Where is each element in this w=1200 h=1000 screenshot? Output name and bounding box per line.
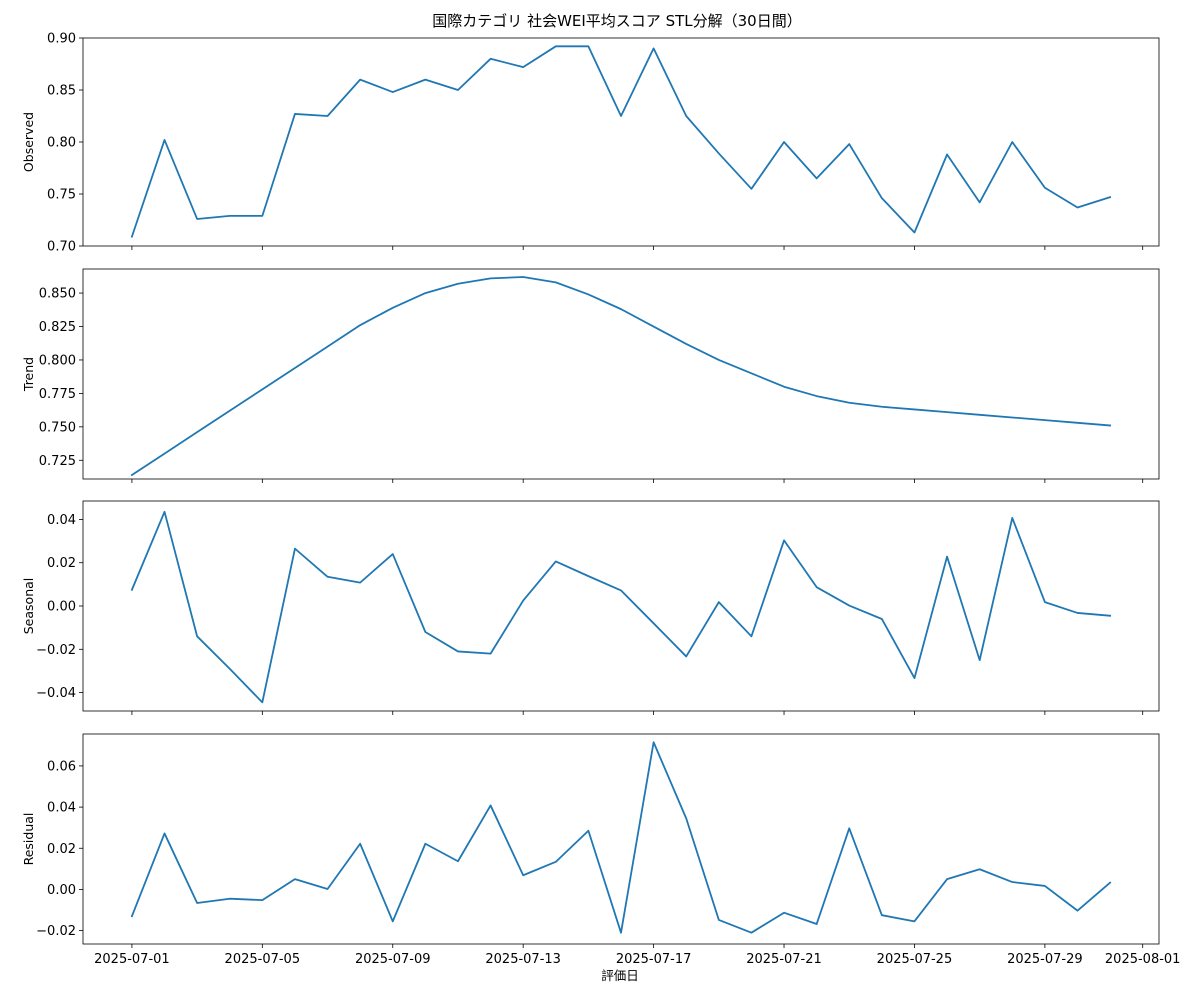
y-tick-label: 0.80 xyxy=(47,136,76,151)
y-axis-label-residual: Residual xyxy=(21,813,36,866)
x-tick-label: 2025-07-05 xyxy=(225,952,301,967)
y-axis-label-seasonal: Seasonal xyxy=(21,578,36,635)
y-tick-label: −0.02 xyxy=(36,643,76,658)
series-line-residual xyxy=(130,741,1112,934)
x-tick-label: 2025-07-29 xyxy=(1007,952,1083,967)
x-tick-label: 2025-07-13 xyxy=(485,952,561,967)
panel-frame xyxy=(82,37,1160,247)
series-line-trend xyxy=(130,276,1112,477)
y-tick-label: 0.06 xyxy=(47,759,76,774)
y-tick-label: 0.750 xyxy=(39,420,76,435)
series-line-observed xyxy=(130,45,1112,238)
y-tick-label: 0.800 xyxy=(39,353,76,368)
y-tick-label: 0.725 xyxy=(39,454,76,469)
x-tick-label: 2025-07-17 xyxy=(616,952,692,967)
panel-trend: 0.725 0.750 0.775 0.800 0.825 0.850 Trend xyxy=(21,268,1160,483)
panel-residual: −0.02 0.00 0.02 0.04 0.06 2025-07-01 2025-07-0… xyxy=(21,733,1181,967)
x-tick-label: 2025-07-01 xyxy=(94,952,170,967)
x-tick-label: 2025-07-09 xyxy=(355,952,431,967)
x-tick-label: 2025-07-25 xyxy=(877,952,953,967)
y-tick-label: 0.90 xyxy=(47,32,76,47)
y-tick-label: 0.04 xyxy=(47,513,76,528)
x-tick-label: 2025-08-01 xyxy=(1105,952,1181,967)
y-tick-label: 0.850 xyxy=(39,287,76,302)
y-tick-label: 0.02 xyxy=(47,842,76,857)
y-tick-label: −0.02 xyxy=(36,924,76,939)
y-tick-label: 0.775 xyxy=(39,387,76,402)
panel-frame xyxy=(82,268,1160,480)
y-tick-label: 0.00 xyxy=(47,600,76,615)
panel-seasonal: −0.04 −0.02 0.00 0.02 0.04 Seasonal xyxy=(21,500,1160,715)
y-tick-label: 0.85 xyxy=(47,84,76,99)
y-tick-label: 0.75 xyxy=(47,188,76,203)
x-tick-label: 2025-07-21 xyxy=(746,952,822,967)
series-line-seasonal xyxy=(130,510,1112,704)
panel-frame xyxy=(82,500,1160,712)
y-tick-label: 0.825 xyxy=(39,320,76,335)
y-tick-label: 0.04 xyxy=(47,801,76,816)
y-tick-label: 0.00 xyxy=(47,883,76,898)
panel-frame xyxy=(82,733,1160,945)
panel-observed: 0.70 0.75 0.80 0.85 0.90 Observed xyxy=(21,32,1160,255)
y-tick-label: 0.02 xyxy=(47,556,76,571)
y-axis-label-trend: Trend xyxy=(21,357,36,392)
chart-title: 国際カテゴリ 社会WEI平均スコア STL分解（30日間） xyxy=(432,12,801,30)
y-tick-label: −0.04 xyxy=(36,686,76,701)
y-axis-label-observed: Observed xyxy=(21,112,36,172)
y-tick-label: 0.70 xyxy=(47,240,76,255)
x-axis-label: 評価日 xyxy=(601,968,639,983)
